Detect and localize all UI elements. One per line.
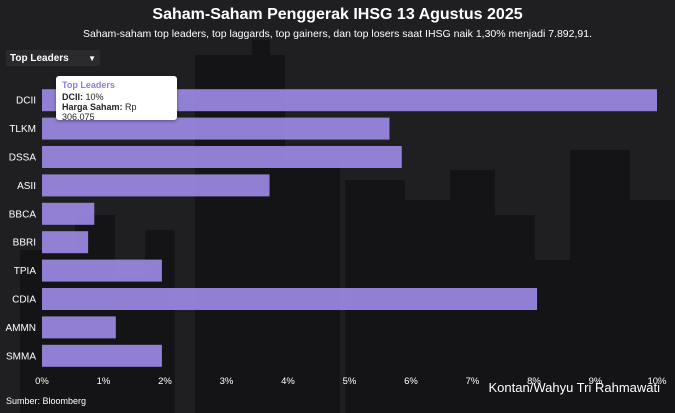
- y-tick-label: AMMN: [5, 323, 36, 334]
- source-note: Sumber: Bloomberg: [6, 396, 87, 406]
- x-tick-label: 10%: [647, 376, 667, 387]
- x-tick-label: 3%: [220, 376, 234, 387]
- x-tick-label: 0%: [35, 376, 49, 387]
- tooltip-line1-label: DCII:: [62, 92, 83, 102]
- y-tick-label: BBCA: [9, 209, 37, 220]
- bar-cdia[interactable]: [42, 288, 538, 310]
- bar-dssa[interactable]: [42, 146, 402, 168]
- bar-tpia[interactable]: [42, 259, 162, 282]
- y-tick-label: TPIA: [14, 266, 37, 277]
- x-tick-label: 1%: [97, 376, 111, 387]
- bar-asii[interactable]: [42, 174, 270, 197]
- y-tick-label: TLKM: [9, 124, 36, 135]
- skyline-building: [285, 160, 340, 413]
- tooltip-line2-label: Harga Saham:: [62, 102, 123, 112]
- x-tick-label: 2%: [158, 376, 172, 387]
- x-tick-label: 9%: [589, 376, 603, 387]
- x-tick-label: 4%: [281, 376, 295, 387]
- skyline-building: [535, 260, 570, 413]
- x-tick-label: 5%: [343, 376, 357, 387]
- x-tick-label: 8%: [527, 376, 541, 387]
- category-dropdown[interactable]: Top Leaders ▼: [6, 50, 100, 66]
- bar-bbri[interactable]: [42, 231, 89, 254]
- y-tick-label: ASII: [17, 181, 36, 192]
- bar-dcii[interactable]: [42, 89, 657, 112]
- skyline-building: [495, 215, 535, 413]
- y-tick-label: BBRI: [13, 238, 36, 249]
- x-tick-label: 6%: [404, 376, 418, 387]
- y-tick-label: DCII: [16, 96, 36, 107]
- tooltip-line2-value: Rp 306.075: [62, 102, 137, 122]
- chart-title: Saham-Saham Penggerak IHSG 13 Agustus 20…: [152, 6, 523, 23]
- tooltip-line1-value: 10%: [85, 92, 104, 102]
- tooltip-line-price: Harga Saham: Rp 306.075: [62, 102, 171, 122]
- credit-watermark: Kontan/Wahyu Tri Rahmawati: [488, 380, 660, 395]
- dropdown-selected-label: Top Leaders: [10, 52, 69, 64]
- y-tick-label: SMMA: [6, 351, 36, 362]
- bar-tlkm[interactable]: [42, 117, 390, 140]
- skyline-building: [252, 40, 270, 85]
- x-tick-label: 7%: [466, 376, 480, 387]
- y-tick-label: CDIA: [12, 295, 36, 306]
- skyline-building: [630, 200, 675, 413]
- bar-smma[interactable]: [42, 344, 162, 367]
- bar-tooltip: Top Leaders DCII: 10% Harga Saham: Rp 30…: [56, 76, 177, 122]
- bar-ammn[interactable]: [42, 316, 116, 339]
- caret-down-icon: ▼: [88, 53, 96, 63]
- bar-bbca[interactable]: [42, 202, 95, 225]
- tooltip-line-value: DCII: 10%: [62, 92, 171, 102]
- skyline-building: [195, 55, 285, 413]
- chart-subtitle: Saham-saham top leaders, top laggards, t…: [83, 28, 592, 40]
- tooltip-heading: Top Leaders: [62, 80, 115, 90]
- y-tick-label: DSSA: [9, 153, 37, 164]
- skyline-building: [570, 150, 630, 413]
